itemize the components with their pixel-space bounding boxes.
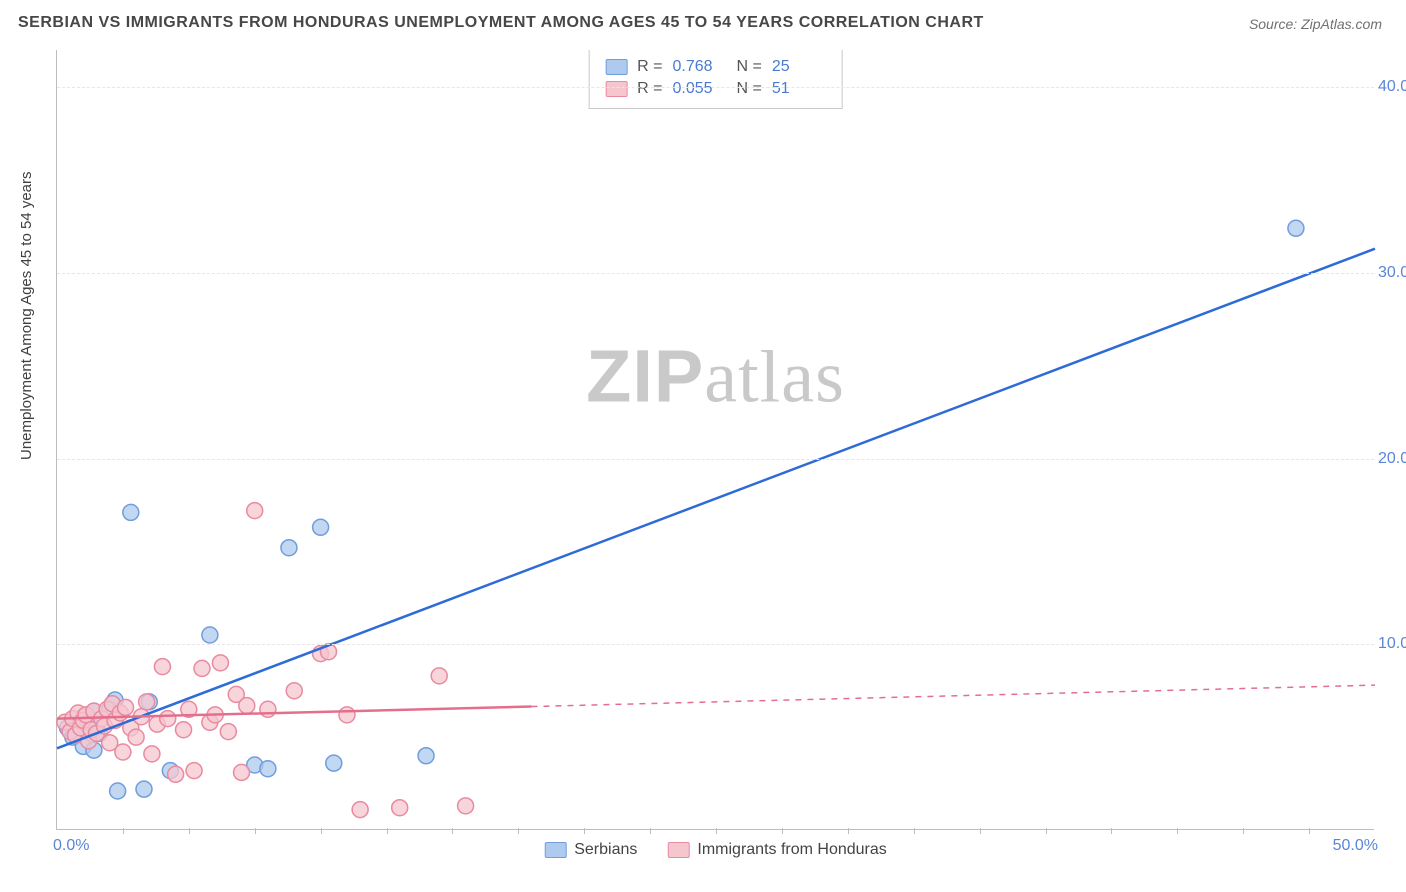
- data-point: [431, 668, 447, 684]
- data-point: [168, 766, 184, 782]
- data-point: [260, 761, 276, 777]
- data-point: [176, 722, 192, 738]
- data-point: [118, 699, 134, 715]
- data-point: [128, 729, 144, 745]
- plot-area: ZIPatlas R = 0.768 N = 25 R = 0.055 N = …: [56, 50, 1374, 830]
- data-point: [286, 683, 302, 699]
- legend-label-serbians: Serbians: [574, 841, 637, 859]
- data-point: [186, 763, 202, 779]
- data-point: [115, 744, 131, 760]
- data-point: [260, 701, 276, 717]
- y-tick-label: 30.0%: [1378, 264, 1406, 282]
- data-point: [418, 748, 434, 764]
- y-tick-label: 20.0%: [1378, 450, 1406, 468]
- data-point: [202, 627, 218, 643]
- data-point: [136, 781, 152, 797]
- legend-item-serbians: Serbians: [544, 841, 637, 859]
- chart-title: SERBIAN VS IMMIGRANTS FROM HONDURAS UNEM…: [18, 14, 984, 32]
- regression-line-extrapolated: [531, 685, 1375, 706]
- data-point: [352, 802, 368, 818]
- x-tick-min: 0.0%: [53, 837, 89, 855]
- data-point: [339, 707, 355, 723]
- data-point: [160, 711, 176, 727]
- data-point: [281, 540, 297, 556]
- series-legend: Serbians Immigrants from Honduras: [544, 841, 887, 859]
- legend-item-honduras: Immigrants from Honduras: [667, 841, 886, 859]
- data-point: [220, 724, 236, 740]
- y-axis-label: Unemployment Among Ages 45 to 54 years: [18, 171, 35, 460]
- data-point: [234, 764, 250, 780]
- data-point: [247, 503, 263, 519]
- data-point: [123, 504, 139, 520]
- data-point: [144, 746, 160, 762]
- swatch-honduras: [667, 842, 689, 858]
- data-point: [458, 798, 474, 814]
- x-tick-max: 50.0%: [1333, 837, 1378, 855]
- data-point: [313, 519, 329, 535]
- data-point: [1288, 220, 1304, 236]
- source-attribution: Source: ZipAtlas.com: [1249, 16, 1382, 32]
- regression-line: [57, 249, 1375, 749]
- data-point: [154, 659, 170, 675]
- data-point: [326, 755, 342, 771]
- data-point: [194, 660, 210, 676]
- swatch-serbians: [544, 842, 566, 858]
- chart-svg: [57, 50, 1374, 829]
- y-tick-label: 10.0%: [1378, 635, 1406, 653]
- data-point: [392, 800, 408, 816]
- data-point: [239, 698, 255, 714]
- legend-label-honduras: Immigrants from Honduras: [697, 841, 886, 859]
- data-point: [110, 783, 126, 799]
- y-tick-label: 40.0%: [1378, 78, 1406, 96]
- data-point: [212, 655, 228, 671]
- data-point: [139, 694, 155, 710]
